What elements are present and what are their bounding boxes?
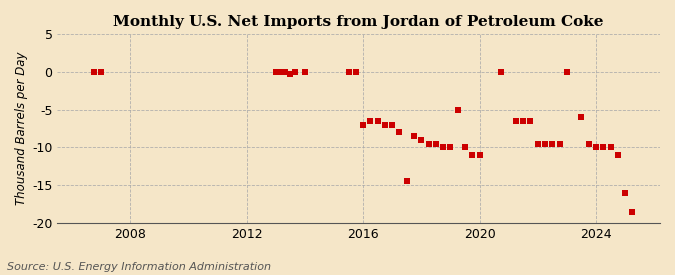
Point	[474, 153, 485, 157]
Point	[562, 70, 572, 74]
Point	[402, 179, 412, 184]
Point	[533, 142, 543, 146]
Point	[598, 145, 609, 150]
Point	[437, 145, 448, 150]
Point	[510, 119, 521, 123]
Point	[416, 138, 427, 142]
Point	[423, 142, 434, 146]
Point	[452, 108, 463, 112]
Text: Source: U.S. Energy Information Administration: Source: U.S. Energy Information Administ…	[7, 262, 271, 272]
Point	[275, 70, 286, 74]
Point	[518, 119, 529, 123]
Point	[365, 119, 376, 123]
Point	[445, 145, 456, 150]
Point	[554, 142, 565, 146]
Point	[605, 145, 616, 150]
Point	[460, 145, 470, 150]
Point	[358, 123, 369, 127]
Point	[612, 153, 623, 157]
Point	[525, 119, 536, 123]
Point	[379, 123, 390, 127]
Point	[627, 209, 638, 214]
Point	[591, 145, 601, 150]
Point	[431, 142, 441, 146]
Point	[350, 70, 361, 74]
Y-axis label: Thousand Barrels per Day: Thousand Barrels per Day	[15, 52, 28, 205]
Point	[583, 142, 594, 146]
Point	[576, 115, 587, 120]
Point	[300, 70, 310, 74]
Point	[88, 70, 99, 74]
Point	[539, 142, 550, 146]
Point	[467, 153, 478, 157]
Point	[408, 134, 419, 138]
Point	[394, 130, 405, 134]
Point	[343, 70, 354, 74]
Title: Monthly U.S. Net Imports from Jordan of Petroleum Coke: Monthly U.S. Net Imports from Jordan of …	[113, 15, 604, 29]
Point	[290, 70, 300, 74]
Point	[280, 70, 291, 74]
Point	[96, 70, 107, 74]
Point	[496, 70, 507, 74]
Point	[547, 142, 558, 146]
Point	[285, 72, 296, 76]
Point	[270, 70, 281, 74]
Point	[387, 123, 398, 127]
Point	[372, 119, 383, 123]
Point	[620, 191, 630, 195]
